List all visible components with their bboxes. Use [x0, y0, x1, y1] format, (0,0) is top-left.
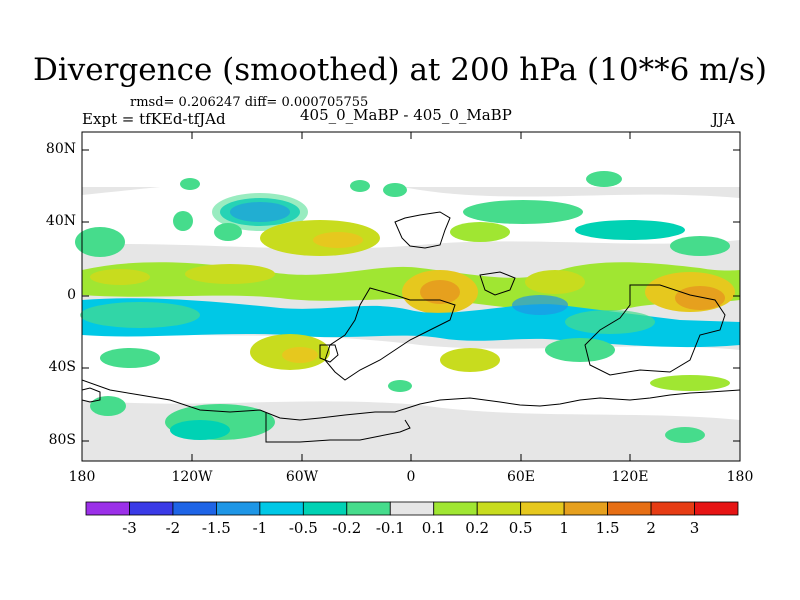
- y-tick-label: 40N: [45, 213, 76, 229]
- experiment-line: Expt = tfKEd-tfJAd: [82, 110, 226, 128]
- colorbar-label: -0.1: [375, 519, 405, 537]
- colorbar: [85, 501, 739, 516]
- colorbar-swatch: [259, 501, 304, 516]
- x-tick-label: 0: [406, 469, 416, 485]
- orange-patch: [420, 280, 460, 304]
- continent-outline: [81, 379, 741, 421]
- colorbar-label: 1: [559, 519, 569, 537]
- continent-outline: [584, 284, 726, 376]
- stats-line: rmsd= 0.206247 diff= 0.000705755: [130, 95, 369, 110]
- x-tick-label: 180: [726, 469, 754, 485]
- green-patch: [180, 178, 200, 190]
- colorbar-swatch: [129, 501, 174, 516]
- colorbar-swatch: [607, 501, 652, 516]
- colorbar-label: -1: [252, 519, 268, 537]
- colorbar-swatch: [172, 501, 217, 516]
- y-tick-label: 40S: [48, 359, 76, 375]
- green-patch: [214, 223, 242, 241]
- colorbar-label: -0.2: [332, 519, 362, 537]
- green-patch: [586, 171, 622, 187]
- colorbar-swatch: [389, 501, 435, 516]
- green-patch: [665, 427, 705, 443]
- x-tick-label: 60E: [506, 469, 536, 485]
- colorbar-label: -0.5: [288, 519, 318, 537]
- axis-ticks: [81, 132, 741, 461]
- colorbar-swatch: [520, 501, 565, 516]
- green-patch: [80, 302, 200, 328]
- colorbar-label: -2: [165, 519, 181, 537]
- colorbar-swatch: [563, 501, 609, 516]
- orange-patch: [675, 286, 725, 310]
- colorbar-label: 0.2: [465, 519, 490, 537]
- season-label: JJA: [712, 110, 735, 128]
- divergence-contour-fill: [75, 132, 740, 443]
- colorbar-label: 0.5: [508, 519, 533, 537]
- colorbar-swatch: [433, 501, 478, 516]
- comparison-line: 405_0_MaBP - 405_0_MaBP: [300, 106, 512, 124]
- y-tick-label: 80N: [45, 141, 76, 157]
- y-tick-label: 80S: [48, 432, 76, 448]
- x-tick-label: 180: [68, 469, 96, 485]
- green-patch: [90, 396, 126, 416]
- white-band-north: [82, 132, 740, 187]
- yellow-patch: [525, 270, 585, 294]
- colorbar-swatch: [346, 501, 391, 516]
- colorbar-swatch: [215, 501, 261, 516]
- yellow-patch: [650, 375, 730, 391]
- colorbar-swatch: [476, 501, 522, 516]
- green-patch: [565, 310, 655, 334]
- continent-outline: [81, 387, 101, 403]
- continent-outline: [319, 344, 339, 363]
- yellow-patch: [450, 222, 510, 242]
- map-title: Divergence (smoothed) at 200 hPa (10**6 …: [33, 52, 767, 88]
- cyan-patch: [512, 295, 568, 315]
- orange-patch: [282, 347, 318, 363]
- colorbar-label: -3: [122, 519, 137, 537]
- x-tick-label: 120E: [611, 469, 649, 485]
- continent-outline: [479, 271, 516, 296]
- green-patch: [388, 380, 412, 392]
- colorbar-swatch: [85, 501, 130, 516]
- colorbar-label: 0.1: [421, 519, 446, 537]
- green-patch: [75, 227, 125, 257]
- x-tick-label: 60W: [285, 469, 319, 485]
- x-tick-label: 120W: [171, 469, 213, 485]
- green-patch: [575, 220, 685, 240]
- yellow-patch: [185, 264, 275, 284]
- green-patch: [545, 338, 615, 362]
- colorbar-label: 2: [646, 519, 656, 537]
- green-patch: [170, 420, 230, 440]
- colorbar-label: 1.5: [595, 519, 620, 537]
- colorbar-label: -1.5: [201, 519, 231, 537]
- green-patch: [383, 183, 407, 197]
- colorbar-swatch: [302, 501, 348, 516]
- yellow-patch: [440, 348, 500, 372]
- colorbar-label: 3: [689, 519, 700, 537]
- green-patch: [173, 211, 193, 231]
- colorbar-swatch: [650, 501, 695, 516]
- green-patch: [670, 236, 730, 256]
- cyan-patch: [230, 202, 290, 222]
- green-patch: [350, 180, 370, 192]
- colorbar-swatch: [694, 501, 739, 516]
- cyan-band-south-tropics: [82, 298, 740, 348]
- green-patch: [100, 348, 160, 368]
- green-patch: [463, 200, 583, 224]
- coastline-outlines: [81, 211, 741, 443]
- continent-outline: [394, 211, 451, 249]
- continent-outline: [324, 287, 456, 381]
- y-tick-label: 0: [67, 287, 76, 303]
- yellow-patch: [90, 269, 150, 285]
- orange-patch: [313, 232, 363, 248]
- continent-outline: [265, 412, 411, 443]
